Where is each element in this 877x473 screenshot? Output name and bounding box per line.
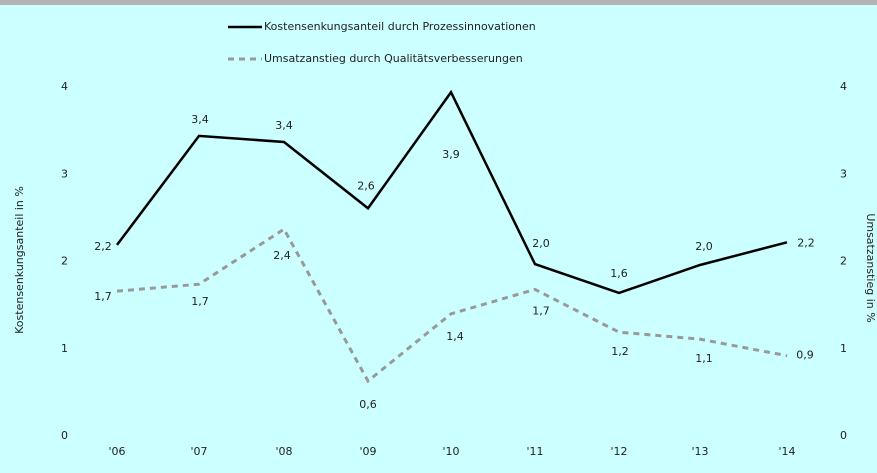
y-tick-label: 4 [61,80,68,93]
data-label: 3,9 [442,148,460,161]
data-label: 0,9 [796,349,814,362]
y2-axis-label: Umsatzanstieg in % [864,213,877,322]
data-label: 0,6 [359,398,377,411]
data-label: 2,0 [695,240,713,253]
series-line [116,89,788,295]
data-label: 1,1 [695,352,713,365]
data-label: 2,2 [94,240,112,253]
data-label: 2,4 [273,249,291,262]
x-tick-label: '14 [778,445,795,458]
y-axis-label: Kostensenkungsanteil in % [13,186,26,334]
y-tick-label: 3 [61,167,68,180]
x-tick-label: '11 [526,445,543,458]
x-tick-label: '13 [691,445,708,458]
data-label: 2,2 [797,236,815,249]
y2-tick-label: 1 [840,342,847,355]
x-tick-label: '09 [359,445,376,458]
data-label: 3,4 [275,119,293,132]
data-label: 1,2 [611,345,629,358]
x-tick-label: '07 [190,445,207,458]
x-tick-label: '08 [275,445,292,458]
data-label: 2,0 [532,237,550,250]
legend-label: Kostensenkungsanteil durch Prozessinnova… [264,20,536,33]
y2-tick-label: 3 [840,167,847,180]
y2-tick-label: 4 [840,80,847,93]
legend-label: Umsatzanstieg durch Qualitätsverbesserun… [264,52,523,65]
top-strip [0,0,877,5]
data-label: 1,7 [191,295,209,308]
y-tick-label: 0 [61,429,68,442]
x-tick-label: '06 [108,445,125,458]
x-tick-label: '12 [610,445,627,458]
y-tick-label: 2 [61,255,68,268]
series-line [116,227,788,384]
data-label: 1,4 [446,330,464,343]
x-tick-label: '10 [442,445,459,458]
data-label: 2,6 [357,179,375,192]
data-label: 1,7 [94,290,112,303]
data-label: 1,7 [532,304,550,317]
y-tick-label: 1 [61,342,68,355]
y2-tick-label: 2 [840,255,847,268]
data-label: 1,6 [610,267,628,280]
y2-tick-label: 0 [840,429,847,442]
data-label: 3,4 [191,113,209,126]
